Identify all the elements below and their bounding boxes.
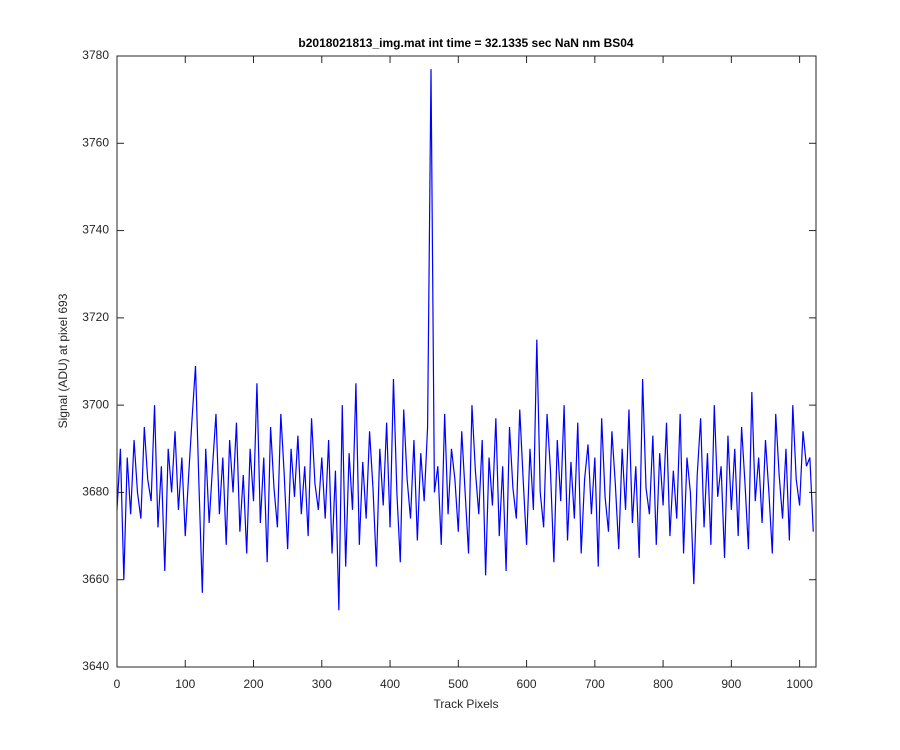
y-tick-label: 3760	[82, 135, 109, 149]
x-tick-label: 1000	[786, 677, 813, 691]
y-axis-label: Signal (ADU) at pixel 693	[56, 293, 70, 428]
x-tick-label: 200	[244, 677, 264, 691]
x-axis-label: Track Pixels	[434, 697, 499, 711]
chart-title: b2018021813_img.mat int time = 32.1335 s…	[298, 36, 634, 50]
y-tick-label: 3700	[82, 397, 109, 411]
y-tick-label: 3680	[82, 485, 109, 499]
y-tick-label: 3660	[82, 572, 109, 586]
y-tick-label: 3640	[82, 659, 109, 673]
x-tick-label: 800	[653, 677, 673, 691]
x-tick-label: 300	[312, 677, 332, 691]
x-tick-label: 0	[114, 677, 121, 691]
y-tick-label: 3780	[82, 48, 109, 62]
x-tick-label: 900	[721, 677, 741, 691]
data-line	[116, 69, 814, 611]
x-tick-label: 400	[380, 677, 400, 691]
y-tick-label: 3740	[82, 223, 109, 237]
x-tick-label: 600	[517, 677, 537, 691]
plot-box	[116, 55, 817, 668]
x-tick-label: 100	[175, 677, 195, 691]
x-tick-label: 500	[448, 677, 468, 691]
y-tick-label: 3720	[82, 310, 109, 324]
x-tick-label: 700	[585, 677, 605, 691]
